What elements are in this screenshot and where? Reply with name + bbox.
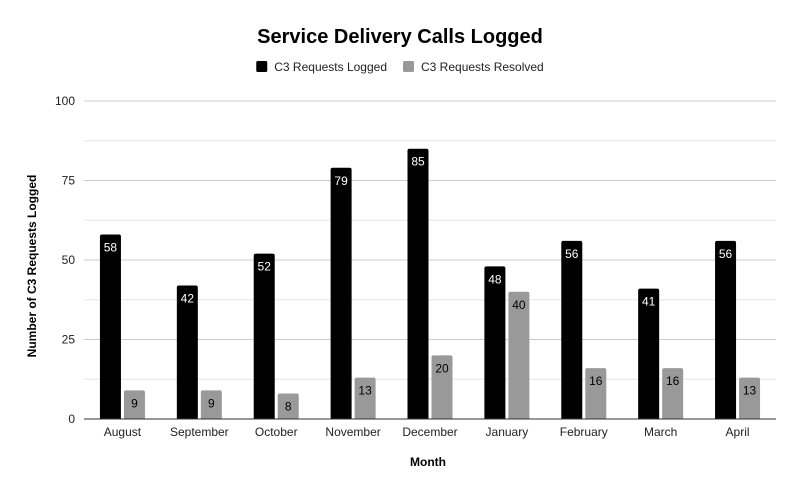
data-label-c3-requests-resolved-august: 9 xyxy=(131,396,138,410)
bars xyxy=(99,148,761,419)
data-label-c3-requests-logged-august: 58 xyxy=(104,241,118,255)
bar-c3-requests-resolved-january xyxy=(508,291,530,419)
x-tick-label-april: April xyxy=(726,425,750,439)
bar-c3-requests-logged-august xyxy=(99,234,121,419)
y-axis-ticks: 0 25 50 75 100 xyxy=(55,94,75,426)
x-tick-label-november: November xyxy=(325,425,380,439)
data-label-c3-requests-logged-november: 79 xyxy=(334,174,348,188)
y-tick-label: 75 xyxy=(62,174,76,188)
bar-c3-requests-logged-february xyxy=(561,240,583,419)
x-tick-label-september: September xyxy=(170,425,229,439)
data-label-c3-requests-logged-october: 52 xyxy=(258,260,272,274)
data-label-c3-requests-resolved-october: 8 xyxy=(285,400,292,414)
y-axis-title: Number of C3 Requests Logged xyxy=(25,175,39,358)
data-label-c3-requests-resolved-march: 16 xyxy=(666,374,680,388)
bar-c3-requests-resolved-october xyxy=(277,393,299,419)
gridlines xyxy=(84,100,776,380)
data-label-c3-requests-resolved-september: 9 xyxy=(208,396,215,410)
bar-c3-requests-logged-october xyxy=(253,253,275,419)
bar-c3-requests-logged-april xyxy=(715,240,737,419)
y-tick-label: 50 xyxy=(62,253,76,267)
bar-c3-requests-logged-november xyxy=(330,167,352,419)
legend-swatch-c3-requests-logged xyxy=(256,61,268,72)
data-label-c3-requests-logged-march: 41 xyxy=(642,295,656,309)
data-label-c3-requests-resolved-february: 16 xyxy=(589,374,603,388)
bar-c3-requests-logged-december xyxy=(407,148,429,419)
bar-c3-requests-resolved-august xyxy=(123,390,145,419)
bar-c3-requests-resolved-november xyxy=(354,377,376,419)
x-axis-ticks: August September October November December Ja… xyxy=(104,425,750,439)
x-tick-label-january: January xyxy=(486,425,529,439)
data-label-c3-requests-resolved-december: 20 xyxy=(435,361,449,375)
x-tick-label-december: December xyxy=(402,425,457,439)
legend: C3 Requests Logged C3 Requests Resolved xyxy=(256,60,544,74)
y-tick-label: 25 xyxy=(62,333,76,347)
data-label-c3-requests-logged-april: 56 xyxy=(719,247,733,261)
bar-c3-requests-logged-march xyxy=(638,288,660,419)
x-tick-label-october: October xyxy=(255,425,298,439)
bar-c3-requests-resolved-december xyxy=(431,355,453,419)
legend-label-c3-requests-logged: C3 Requests Logged xyxy=(274,60,387,74)
x-tick-label-february: February xyxy=(560,425,608,439)
x-tick-label-march: March xyxy=(644,425,677,439)
data-label-c3-requests-resolved-january: 40 xyxy=(512,298,526,312)
bar-c3-requests-resolved-april xyxy=(739,377,761,419)
bar-c3-requests-resolved-september xyxy=(200,390,222,419)
bar-c3-requests-logged-september xyxy=(176,285,198,419)
x-tick-label-august: August xyxy=(104,425,142,439)
data-label-c3-requests-resolved-april: 13 xyxy=(743,384,757,398)
bar-c3-requests-logged-january xyxy=(484,266,506,419)
chart-title: Service Delivery Calls Logged xyxy=(257,26,543,48)
data-label-c3-requests-logged-september: 42 xyxy=(181,291,195,305)
legend-swatch-c3-requests-resolved xyxy=(403,61,415,72)
y-tick-label: 0 xyxy=(68,412,75,426)
bar-c3-requests-resolved-february xyxy=(585,368,607,419)
data-label-c3-requests-logged-february: 56 xyxy=(565,247,579,261)
data-label-c3-requests-resolved-november: 13 xyxy=(358,384,372,398)
x-axis-title: Month xyxy=(410,455,446,469)
y-tick-label: 100 xyxy=(55,94,75,108)
data-label-c3-requests-logged-january: 48 xyxy=(488,272,502,286)
bar-c3-requests-resolved-march xyxy=(662,368,684,419)
legend-label-c3-requests-resolved: C3 Requests Resolved xyxy=(421,60,544,74)
data-label-c3-requests-logged-december: 85 xyxy=(411,155,425,169)
data-labels: 58 9 42 9 52 8 79 13 85 20 48 40 56 16 41 16 56 13 xyxy=(104,155,757,414)
